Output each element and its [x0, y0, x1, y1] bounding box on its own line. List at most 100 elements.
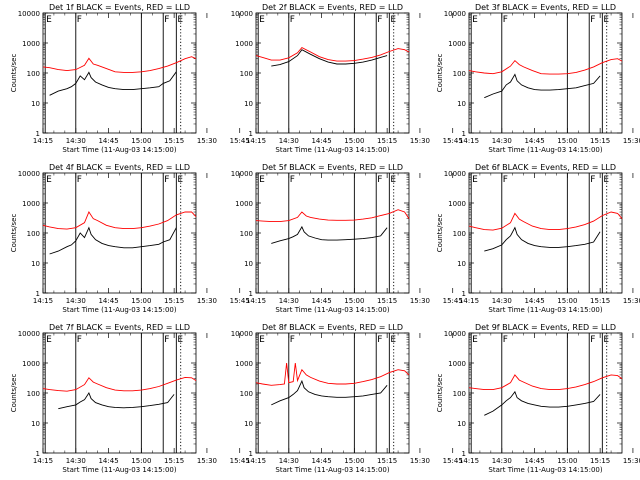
chart-panel-1: Det 1f BLACK = Events, RED = LLD 1 10 100 10… [10, 3, 250, 154]
x-tick-label: 15:00 [131, 137, 151, 145]
x-axis-label: Start Time (11-Aug-03 14:15:00) [275, 466, 389, 474]
x-tick-label: 15:30 [410, 137, 430, 145]
y-tick-label: 1000 [22, 200, 40, 208]
x-axis-label: Start Time (11-Aug-03 14:15:00) [275, 146, 389, 154]
x-tick-label: 14:30 [66, 137, 86, 145]
chart-panel-8: Det 8f BLACK = Events, RED = LLD 1 10 100 10… [231, 323, 463, 474]
plot-frame [255, 172, 410, 294]
x-tick-label: 14:15 [33, 137, 53, 145]
time-marker-label: F [503, 175, 508, 185]
y-tick-label: 1 [462, 450, 466, 458]
time-marker-label: E [46, 15, 52, 25]
time-marker-label: F [164, 335, 169, 345]
y-tick-label: 1 [36, 130, 40, 138]
series-line-events [484, 226, 601, 252]
y-tick-label: 10000 [231, 330, 253, 338]
x-tick-label: 14:30 [279, 457, 299, 465]
y-tick-label: 10 [31, 260, 40, 268]
y-tick-label: 10 [244, 420, 253, 428]
y-tick-label: 1000 [235, 360, 253, 368]
x-tick-label: 14:15 [246, 457, 266, 465]
y-axis-label: Counts/sec [436, 374, 444, 413]
y-tick-label: 1 [36, 290, 40, 298]
y-tick-label: 1000 [448, 40, 466, 48]
series-line-lld [468, 58, 623, 75]
y-tick-label: 10000 [444, 330, 466, 338]
x-tick-label: 14:45 [98, 457, 118, 465]
time-marker-label: E [46, 335, 52, 345]
y-tick-label: 1000 [448, 200, 466, 208]
x-tick-label: 14:15 [246, 297, 266, 305]
plot-frame [468, 332, 623, 454]
series-line-lld [42, 376, 197, 392]
y-tick-label: 100 [453, 390, 466, 398]
x-tick-label: 15:30 [623, 137, 640, 145]
x-axis-label: Start Time (11-Aug-03 14:15:00) [488, 146, 602, 154]
x-tick-label: 14:30 [279, 297, 299, 305]
time-marker-label: F [290, 335, 295, 345]
chart-panel-9: Det 9f BLACK = Events, RED = LLD 1 10 100 10… [436, 323, 640, 474]
time-marker-label: E [259, 15, 265, 25]
x-tick-label: 15:45 [443, 297, 463, 305]
time-marker-label: F [77, 15, 82, 25]
time-marker-label: E [259, 335, 265, 345]
series-line-events [58, 392, 175, 410]
y-tick-label: 10000 [18, 10, 40, 18]
y-tick-label: 10 [31, 100, 40, 108]
x-tick-label: 14:30 [279, 137, 299, 145]
x-tick-label: 14:30 [492, 457, 512, 465]
x-tick-label: 14:45 [524, 457, 544, 465]
time-marker-label: E [472, 15, 478, 25]
x-tick-label: 14:15 [459, 457, 479, 465]
y-tick-label: 10 [244, 260, 253, 268]
x-tick-label: 15:30 [197, 457, 217, 465]
y-tick-label: 1 [462, 290, 466, 298]
chart-panel-7: Det 7f BLACK = Events, RED = LLD 1 10 100 10… [10, 323, 250, 474]
x-axis-label: Start Time (11-Aug-03 14:15:00) [62, 466, 176, 474]
y-tick-label: 10 [244, 100, 253, 108]
time-marker-label: E [472, 335, 478, 345]
y-tick-label: 100 [27, 390, 40, 398]
y-tick-label: 10000 [231, 170, 253, 178]
time-marker-label: F [503, 15, 508, 25]
x-tick-label: 15:15 [164, 137, 184, 145]
series-line-events [484, 390, 601, 416]
series-line-lld [255, 209, 410, 223]
time-marker-label: F [377, 175, 382, 185]
time-marker-label: E [472, 175, 478, 185]
series-line-events [49, 71, 177, 96]
x-tick-label: 15:45 [230, 297, 250, 305]
time-marker-label: F [590, 335, 595, 345]
x-tick-label: 15:15 [590, 137, 610, 145]
x-tick-label: 15:15 [590, 457, 610, 465]
x-tick-label: 14:30 [492, 297, 512, 305]
y-tick-label: 100 [27, 70, 40, 78]
y-tick-label: 10000 [18, 170, 40, 178]
x-tick-label: 15:45 [230, 137, 250, 145]
x-axis-label: Start Time (11-Aug-03 14:15:00) [62, 146, 176, 154]
chart-panel-2: Det 2f BLACK = Events, RED = LLD 1 10 100 10… [231, 3, 463, 154]
x-tick-label: 14:15 [459, 297, 479, 305]
x-tick-label: 15:00 [131, 457, 151, 465]
y-tick-label: 100 [27, 230, 40, 238]
x-tick-label: 14:30 [492, 137, 512, 145]
y-tick-label: 100 [453, 70, 466, 78]
y-tick-label: 10000 [18, 330, 40, 338]
x-axis-label: Start Time (11-Aug-03 14:15:00) [62, 306, 176, 314]
x-axis-label: Start Time (11-Aug-03 14:15:00) [275, 306, 389, 314]
series-line-events [49, 226, 177, 255]
series-line-events [271, 49, 388, 67]
series-line-lld [42, 211, 197, 230]
x-tick-label: 15:30 [623, 297, 640, 305]
chart-title: Det 7f BLACK = Events, RED = LLD [49, 323, 190, 332]
chart-title: Det 1f BLACK = Events, RED = LLD [49, 3, 190, 12]
x-tick-label: 15:00 [344, 297, 364, 305]
plot-frame [42, 332, 197, 454]
plot-frame [468, 12, 623, 134]
series-line-lld [42, 56, 197, 73]
x-tick-label: 15:00 [557, 297, 577, 305]
plot-frame [255, 332, 410, 454]
y-axis-label: Counts/sec [436, 54, 444, 93]
x-tick-label: 15:30 [410, 297, 430, 305]
